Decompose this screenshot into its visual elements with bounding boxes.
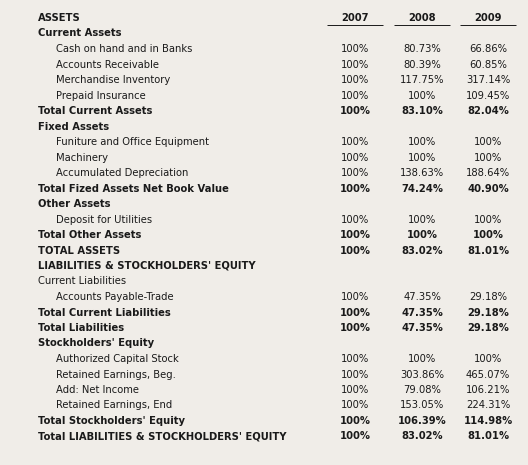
Text: 100%: 100% [341,370,369,379]
Text: 74.24%: 74.24% [401,184,443,193]
Text: 138.63%: 138.63% [400,168,444,178]
Text: 117.75%: 117.75% [400,75,444,85]
Text: Other Assets: Other Assets [38,199,110,209]
Text: Current Liabilities: Current Liabilities [38,277,126,286]
Text: 465.07%: 465.07% [466,370,510,379]
Text: Accounts Receivable: Accounts Receivable [56,60,159,69]
Text: 109.45%: 109.45% [466,91,510,100]
Text: TOTAL ASSETS: TOTAL ASSETS [38,246,120,255]
Text: 114.98%: 114.98% [464,416,513,426]
Text: 47.35%: 47.35% [403,292,441,302]
Text: 100%: 100% [341,385,369,395]
Text: 100%: 100% [474,137,502,147]
Text: 303.86%: 303.86% [400,370,444,379]
Text: 100%: 100% [407,230,438,240]
Text: LIABILITIES & STOCKHOLDERS' EQUITY: LIABILITIES & STOCKHOLDERS' EQUITY [38,261,256,271]
Text: 2009: 2009 [474,13,502,23]
Text: 83.02%: 83.02% [401,432,443,441]
Text: Stockholders' Equity: Stockholders' Equity [38,339,154,348]
Text: 47.35%: 47.35% [401,307,443,318]
Text: Add: Net Income: Add: Net Income [56,385,139,395]
Text: Retained Earnings, Beg.: Retained Earnings, Beg. [56,370,176,379]
Text: Cash on hand and in Banks: Cash on hand and in Banks [56,44,192,54]
Text: ASSETS: ASSETS [38,13,81,23]
Text: 100%: 100% [341,44,369,54]
Text: Merchandise Inventory: Merchandise Inventory [56,75,170,85]
Text: 100%: 100% [341,292,369,302]
Text: 29.18%: 29.18% [469,292,507,302]
Text: 100%: 100% [473,230,504,240]
Text: Machinery: Machinery [56,153,108,162]
Text: Total Fized Assets Net Book Value: Total Fized Assets Net Book Value [38,184,229,193]
Text: Prepaid Insurance: Prepaid Insurance [56,91,146,100]
Text: Current Assets: Current Assets [38,28,121,39]
Text: 29.18%: 29.18% [467,323,509,333]
Text: 224.31%: 224.31% [466,400,510,411]
Text: 100%: 100% [341,60,369,69]
Text: 153.05%: 153.05% [400,400,444,411]
Text: Total Stockholders' Equity: Total Stockholders' Equity [38,416,185,426]
Text: 2008: 2008 [408,13,436,23]
Text: 83.10%: 83.10% [401,106,443,116]
Text: 100%: 100% [408,214,436,225]
Text: 100%: 100% [341,400,369,411]
Text: 80.73%: 80.73% [403,44,441,54]
Text: Authorized Capital Stock: Authorized Capital Stock [56,354,179,364]
Text: Fixed Assets: Fixed Assets [38,121,109,132]
Text: Deposit for Utilities: Deposit for Utilities [56,214,152,225]
Text: 106.21%: 106.21% [466,385,510,395]
Text: 100%: 100% [340,323,371,333]
Text: Total Current Liabilities: Total Current Liabilities [38,307,171,318]
Text: Total LIABILITIES & STOCKHOLDERS' EQUITY: Total LIABILITIES & STOCKHOLDERS' EQUITY [38,432,287,441]
Text: 100%: 100% [341,137,369,147]
Text: Total Other Assets: Total Other Assets [38,230,142,240]
Text: 80.39%: 80.39% [403,60,441,69]
Text: 100%: 100% [341,168,369,178]
Text: 82.04%: 82.04% [467,106,509,116]
Text: 79.08%: 79.08% [403,385,441,395]
Text: 2007: 2007 [341,13,369,23]
Text: 188.64%: 188.64% [466,168,510,178]
Text: 100%: 100% [340,416,371,426]
Text: Total Liabilities: Total Liabilities [38,323,124,333]
Text: 317.14%: 317.14% [466,75,510,85]
Text: 83.02%: 83.02% [401,246,443,255]
Text: 100%: 100% [340,432,371,441]
Text: 40.90%: 40.90% [467,184,509,193]
Text: 100%: 100% [474,354,502,364]
Text: 106.39%: 106.39% [398,416,446,426]
Text: Accumulated Depreciation: Accumulated Depreciation [56,168,188,178]
Text: 100%: 100% [340,184,371,193]
Text: Total Current Assets: Total Current Assets [38,106,153,116]
Text: 100%: 100% [474,153,502,162]
Text: 100%: 100% [341,214,369,225]
Text: Accounts Payable-Trade: Accounts Payable-Trade [56,292,174,302]
Text: 100%: 100% [474,214,502,225]
Text: 100%: 100% [340,246,371,255]
Text: 100%: 100% [408,153,436,162]
Text: Retained Earnings, End: Retained Earnings, End [56,400,172,411]
Text: 81.01%: 81.01% [467,246,509,255]
Text: 100%: 100% [408,354,436,364]
Text: 100%: 100% [408,91,436,100]
Text: 100%: 100% [341,75,369,85]
Text: 47.35%: 47.35% [401,323,443,333]
Text: Funiture and Office Equipment: Funiture and Office Equipment [56,137,209,147]
Text: 100%: 100% [408,137,436,147]
Text: 60.85%: 60.85% [469,60,507,69]
Text: 100%: 100% [340,106,371,116]
Text: 100%: 100% [340,307,371,318]
Text: 100%: 100% [340,230,371,240]
Text: 81.01%: 81.01% [467,432,509,441]
Text: 100%: 100% [341,91,369,100]
Text: 100%: 100% [341,354,369,364]
Text: 29.18%: 29.18% [467,307,509,318]
Text: 100%: 100% [341,153,369,162]
Text: 66.86%: 66.86% [469,44,507,54]
